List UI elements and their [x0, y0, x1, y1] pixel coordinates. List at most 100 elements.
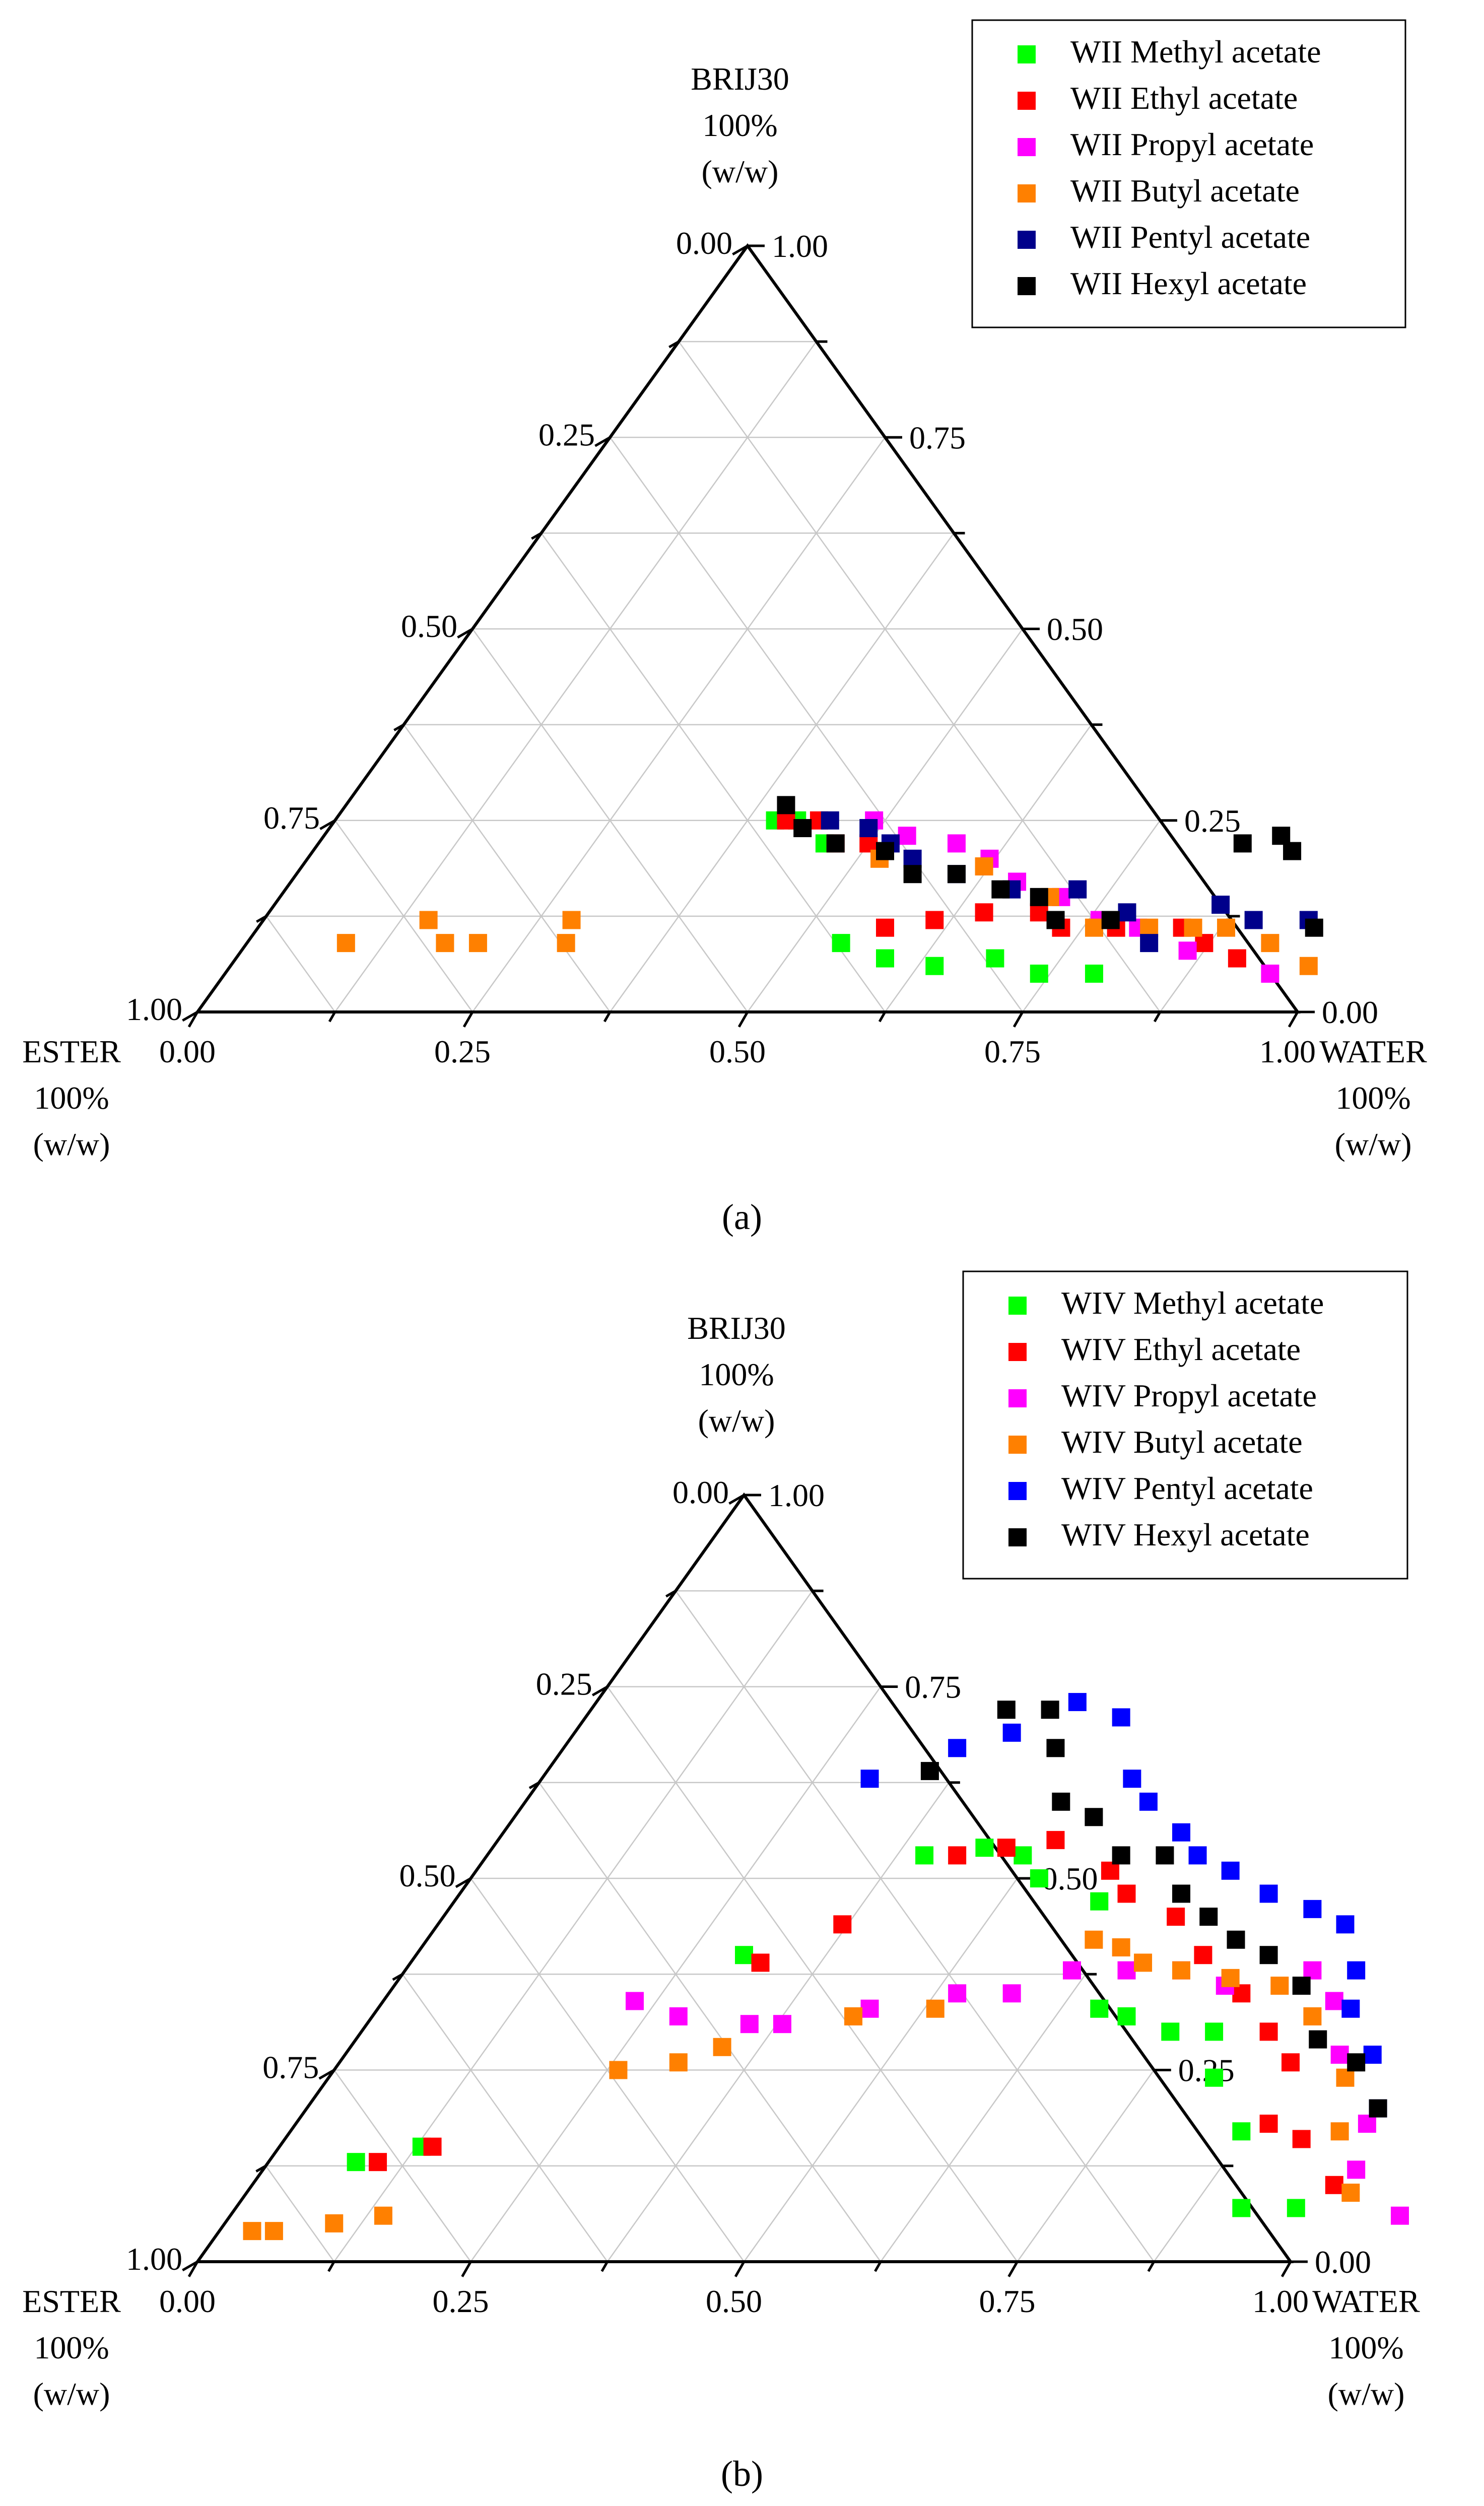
- data-point: [991, 880, 1010, 899]
- data-point: [264, 2222, 283, 2241]
- grid-line: [334, 341, 817, 1012]
- data-point: [609, 2061, 628, 2079]
- left-tick-label: 0.00: [672, 1474, 729, 1510]
- data-point: [1101, 1861, 1119, 1880]
- data-point: [1068, 880, 1087, 899]
- data-point: [1002, 1984, 1021, 2003]
- data-point: [1211, 896, 1230, 914]
- data-point: [735, 1946, 753, 1965]
- apex-top-label: 100%: [702, 107, 777, 143]
- tick: [531, 532, 542, 540]
- legend-swatch: [1008, 1528, 1027, 1546]
- data-point: [876, 949, 894, 968]
- data-point: [374, 2206, 392, 2225]
- data-point: [1068, 1692, 1087, 1711]
- legend-entry-label: WIV Hexyl acetate: [1061, 1517, 1310, 1552]
- data-point: [925, 957, 944, 975]
- data-point: [1272, 827, 1291, 845]
- grid-line: [333, 2069, 471, 2262]
- data-point: [1156, 1846, 1174, 1865]
- data-point: [1330, 2122, 1349, 2141]
- data-point: [1101, 911, 1120, 929]
- data-point: [1217, 918, 1236, 937]
- data-point: [859, 834, 878, 853]
- data-point: [1188, 1846, 1207, 1865]
- grid-line: [609, 532, 955, 1012]
- data-point: [975, 857, 993, 876]
- data-point: [947, 865, 966, 884]
- data-point: [1112, 1938, 1130, 1956]
- data-point: [1341, 1999, 1360, 2018]
- data-point: [1292, 2130, 1311, 2148]
- data-point: [562, 911, 581, 929]
- data-point: [423, 2137, 442, 2156]
- data-point: [1090, 1999, 1109, 2018]
- tick: [528, 1781, 540, 1789]
- series: [243, 1930, 1360, 2241]
- series: [777, 796, 1323, 937]
- data-point: [1161, 2022, 1180, 2041]
- bottom-tick-label: 0.75: [984, 1034, 1041, 1069]
- tick: [461, 2261, 472, 2277]
- apex-right-label: (w/w): [1328, 2376, 1405, 2412]
- data-point: [826, 834, 845, 853]
- tick: [737, 1011, 749, 1028]
- data-point: [1325, 2176, 1343, 2194]
- data-point: [336, 934, 355, 953]
- right-tick-label: 0.50: [1042, 1861, 1098, 1897]
- data-point: [1281, 2053, 1300, 2072]
- apex-left-label: 100%: [34, 2330, 109, 2365]
- data-point: [1085, 918, 1103, 937]
- grid-line: [1153, 2165, 1223, 2262]
- panel-b-caption: (b): [721, 2454, 763, 2494]
- grid-line: [1017, 2069, 1155, 2262]
- grid-line: [880, 1974, 1087, 2262]
- legend-entry-label: WII Hexyl acetate: [1070, 265, 1307, 301]
- data-point: [1063, 1961, 1081, 1980]
- data-point: [1118, 903, 1136, 922]
- right-tick-label: 0.50: [1047, 612, 1103, 647]
- grid-line: [743, 1878, 1018, 2262]
- data-point: [1259, 2115, 1278, 2133]
- data-point: [1030, 1869, 1048, 1887]
- data-point: [1369, 2099, 1387, 2118]
- apex-labels: BRIJ30 100% (w/w) ESTER 100% (w/w) WATER 100% (w…: [22, 1310, 1420, 2412]
- data-point: [821, 811, 839, 830]
- tick: [187, 2261, 199, 2277]
- data-point: [1347, 2053, 1366, 2072]
- tick: [732, 244, 749, 256]
- data-point: [1232, 2199, 1251, 2217]
- apex-left-label: ESTER: [22, 1034, 121, 1069]
- data-point: [920, 1762, 939, 1780]
- grid-line: [470, 1878, 745, 2262]
- apex-top-label: BRIJ30: [687, 1310, 786, 1346]
- apex-left-label: (w/w): [33, 1126, 110, 1162]
- tick: [1280, 2261, 1292, 2277]
- right-tick-label: 0.25: [1184, 803, 1241, 839]
- data-point: [948, 1739, 967, 1757]
- data-point: [1221, 1861, 1240, 1880]
- left-tick-label: 0.75: [263, 800, 320, 836]
- legend-entry-label: WIV Butyl acetate: [1061, 1424, 1303, 1460]
- legend-entry-label: WII Propyl acetate: [1070, 126, 1314, 162]
- data-point: [1244, 911, 1263, 929]
- panel-a-caption: (a): [722, 1197, 762, 1237]
- data-point: [1270, 1977, 1289, 1995]
- data-point: [997, 1701, 1016, 1719]
- data-point: [468, 934, 487, 953]
- data-point: [898, 827, 916, 845]
- tick: [728, 1494, 745, 1505]
- data-point: [1117, 1884, 1136, 1903]
- data-point: [1205, 2068, 1224, 2087]
- tick: [603, 1011, 612, 1023]
- left-tick-label: 0.25: [538, 417, 595, 452]
- bottom-tick-label: 0.25: [434, 1034, 491, 1069]
- data-point: [419, 911, 438, 929]
- data-point: [1112, 1708, 1130, 1727]
- series: [821, 811, 1318, 953]
- tick: [455, 1877, 471, 1888]
- grid-line: [747, 628, 1024, 1012]
- apex-right-label: 100%: [1328, 2330, 1403, 2365]
- data-point: [777, 796, 795, 815]
- data-point: [1052, 1792, 1070, 1811]
